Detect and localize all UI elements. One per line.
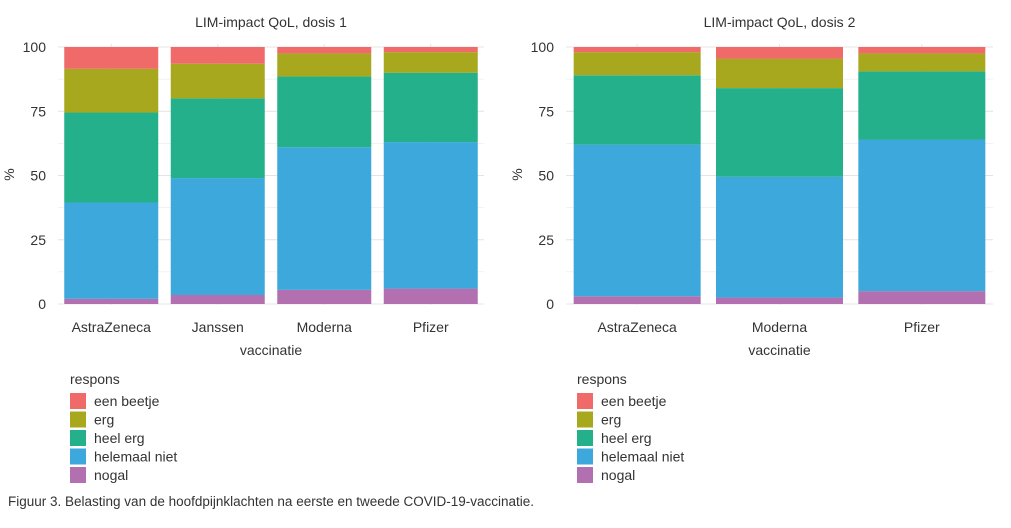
- bar-segment: [170, 98, 265, 179]
- x-tick-label: AstraZeneca: [72, 319, 152, 335]
- legend-label: erg: [94, 412, 114, 428]
- bar-segment: [573, 47, 701, 53]
- figure-caption: Figuur 3. Belasting van de hoofdpijnklac…: [8, 494, 535, 509]
- bar-segment: [277, 47, 372, 54]
- y-tick-label: 75: [538, 103, 554, 119]
- legend-swatch: [70, 448, 86, 465]
- bar-segment: [277, 147, 372, 290]
- bar-segment: [573, 75, 701, 145]
- legend-label: heel erg: [601, 430, 652, 446]
- bar-segment: [64, 47, 159, 69]
- legend-swatch: [577, 430, 593, 446]
- legend-swatch: [577, 467, 593, 483]
- legend-swatch: [577, 411, 593, 428]
- x-tick-label: AstraZeneca: [597, 319, 677, 335]
- y-tick-label: 25: [30, 232, 46, 248]
- legend-label: erg: [601, 412, 621, 428]
- y-axis-label: %: [1, 168, 17, 180]
- legend-label: een beetje: [601, 393, 667, 409]
- x-tick-label: Moderna: [752, 319, 807, 335]
- legend-label: een beetje: [94, 393, 160, 409]
- y-tick-label: 100: [23, 39, 47, 55]
- y-tick-label: 50: [30, 168, 46, 184]
- bar-segment: [170, 63, 265, 99]
- legend-label: nogal: [94, 467, 128, 483]
- y-axis-label: %: [509, 168, 525, 180]
- legend-label: heel erg: [94, 430, 145, 446]
- chart-title: LIM-impact QoL, dosis 1: [195, 14, 347, 30]
- bar-segment: [170, 178, 265, 296]
- bar-segment: [383, 47, 478, 53]
- bar-segment: [277, 289, 372, 304]
- bar-segment: [858, 291, 986, 304]
- x-tick-label: Pfizer: [904, 319, 940, 335]
- bar-segment: [716, 88, 843, 177]
- x-axis-label: vaccinatie: [240, 342, 302, 358]
- bar-segment: [573, 144, 701, 297]
- bar-segment: [170, 47, 265, 64]
- bar-segment: [383, 52, 478, 73]
- legend-label: helemaal niet: [94, 449, 177, 465]
- bar-segment: [383, 142, 478, 289]
- bar-segment: [716, 47, 843, 59]
- bar-segment: [716, 297, 843, 304]
- x-tick-label: Janssen: [192, 319, 244, 335]
- bar-segment: [64, 68, 159, 113]
- legend-label: nogal: [601, 467, 635, 483]
- bar-segment: [716, 58, 843, 89]
- bar-segment: [858, 53, 986, 72]
- legend-title: respons: [577, 371, 627, 387]
- bar-segment: [383, 72, 478, 143]
- bar-segment: [573, 52, 701, 76]
- y-tick-label: 75: [30, 103, 46, 119]
- y-tick-label: 50: [538, 168, 554, 184]
- legend-swatch: [70, 393, 86, 409]
- legend-title: respons: [70, 371, 120, 387]
- bar-segment: [716, 176, 843, 298]
- x-tick-label: Pfizer: [413, 319, 449, 335]
- x-tick-label: Moderna: [297, 319, 352, 335]
- chart-title: LIM-impact QoL, dosis 2: [704, 14, 856, 30]
- y-tick-label: 25: [538, 232, 554, 248]
- bar-segment: [277, 76, 372, 148]
- legend-swatch: [70, 467, 86, 483]
- legend-label: helemaal niet: [601, 449, 684, 465]
- legend-swatch: [577, 448, 593, 465]
- y-tick-label: 0: [546, 296, 554, 312]
- y-tick-label: 100: [531, 39, 555, 55]
- bar-segment: [383, 288, 478, 304]
- bar-segment: [170, 295, 265, 304]
- bar-segment: [573, 296, 701, 304]
- bar-segment: [64, 202, 159, 299]
- bar-segment: [858, 139, 986, 292]
- x-axis-label: vaccinatie: [748, 342, 810, 358]
- y-tick-label: 0: [38, 296, 46, 312]
- bar-segment: [277, 53, 372, 77]
- legend-swatch: [70, 411, 86, 428]
- bar-segment: [64, 112, 159, 203]
- legend-swatch: [70, 430, 86, 446]
- bar-segment: [64, 298, 159, 304]
- legend-swatch: [577, 393, 593, 409]
- bar-segment: [858, 47, 986, 54]
- bar-segment: [858, 71, 986, 140]
